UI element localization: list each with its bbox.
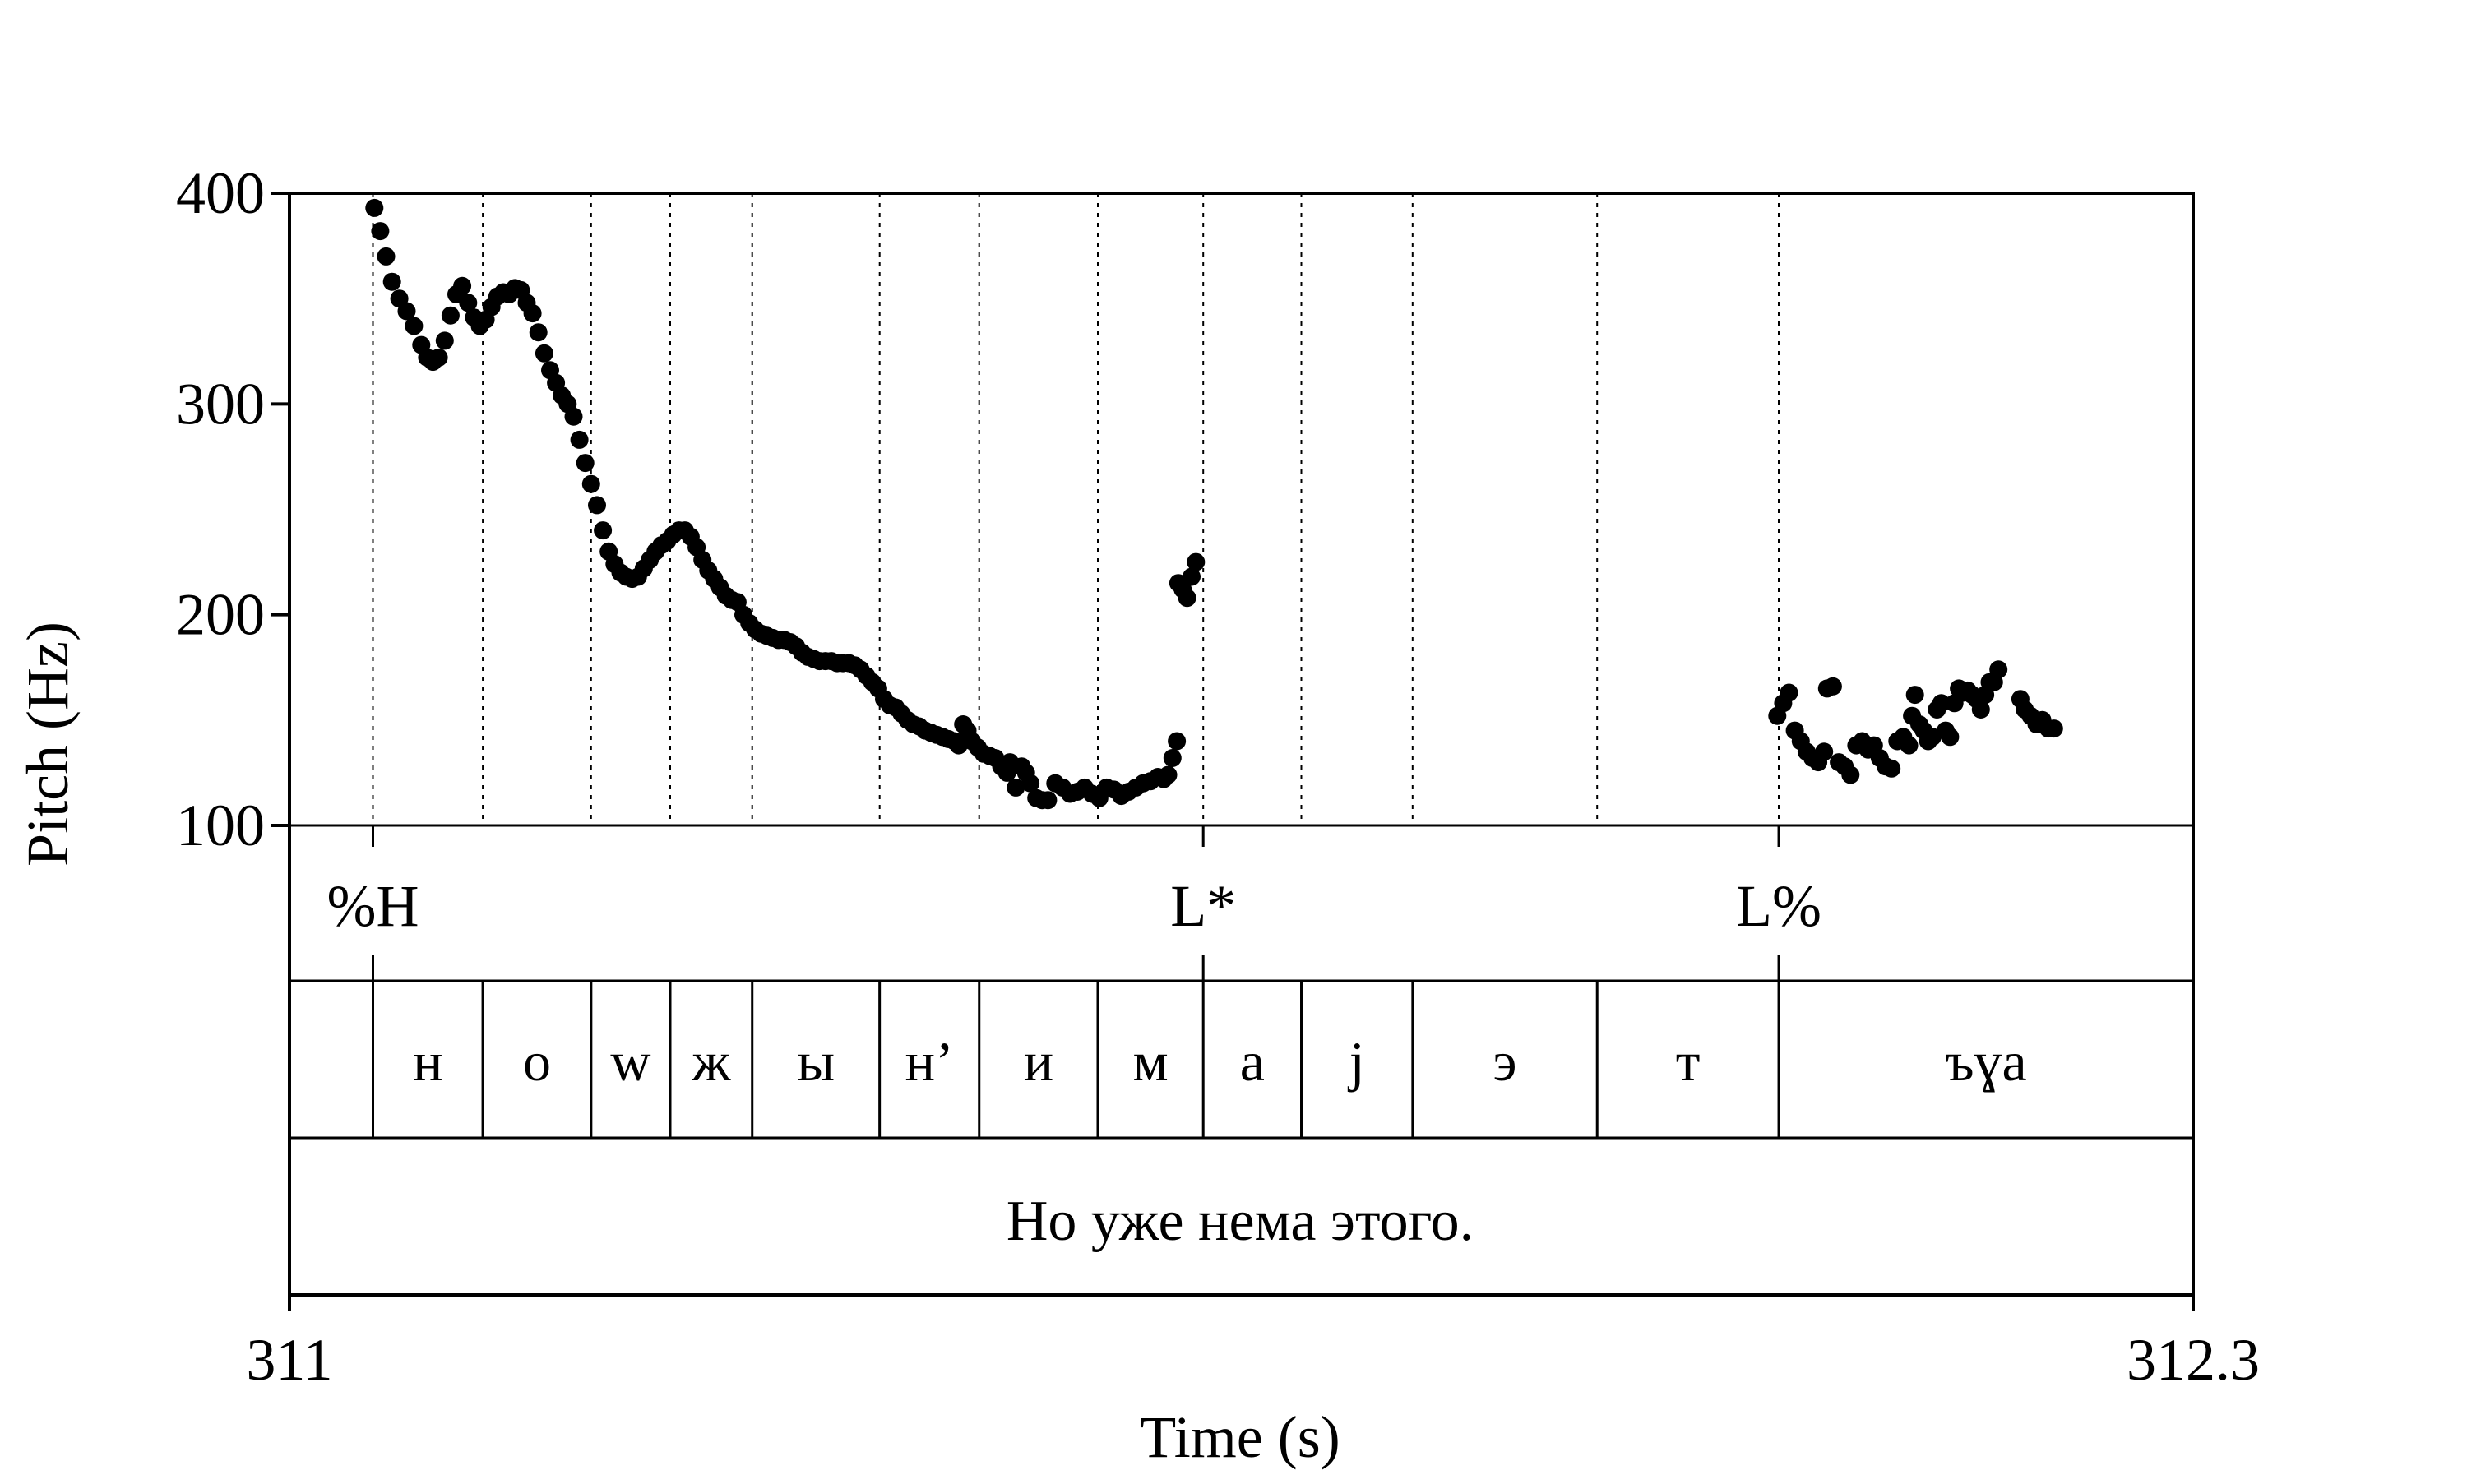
pitch-point bbox=[1159, 765, 1178, 784]
pitch-point bbox=[1841, 765, 1860, 784]
boundary-lines bbox=[372, 193, 1780, 825]
pitch-point bbox=[1823, 677, 1842, 696]
pitch-point bbox=[1007, 778, 1025, 797]
pitch-point bbox=[1941, 728, 1960, 747]
pitch-point bbox=[371, 222, 390, 241]
plot-frame bbox=[288, 192, 2195, 1297]
segment-label: j bbox=[1348, 1030, 1365, 1093]
pitch-point bbox=[2044, 719, 2063, 738]
pitch-point bbox=[564, 407, 583, 426]
segment-label: о bbox=[523, 1030, 551, 1093]
pitch-point bbox=[570, 430, 589, 449]
pitch-point bbox=[576, 454, 595, 473]
pitch-point bbox=[1989, 660, 2008, 679]
pitch-point bbox=[1780, 683, 1798, 702]
pitch-point bbox=[523, 304, 542, 323]
pitch-point bbox=[535, 344, 553, 363]
segment-label: т bbox=[1676, 1030, 1701, 1093]
tone-label: %H bbox=[327, 873, 419, 939]
segment-label: м bbox=[1133, 1030, 1169, 1093]
y-tick-label: 300 bbox=[176, 371, 265, 437]
pitch-point bbox=[441, 306, 460, 325]
tone-tier: %H L* L% bbox=[327, 825, 1821, 981]
pitch-point bbox=[1178, 589, 1196, 608]
segment-label: э bbox=[1493, 1030, 1516, 1093]
pitch-points bbox=[365, 198, 2063, 810]
pitch-point bbox=[1905, 686, 1924, 705]
pitch-point bbox=[594, 521, 613, 540]
plot-border bbox=[288, 192, 2195, 1297]
pitch-point bbox=[588, 496, 606, 515]
segment-label: w bbox=[610, 1030, 650, 1093]
pitch-point bbox=[377, 247, 396, 266]
pitch-point bbox=[581, 474, 600, 493]
pitch-point bbox=[459, 294, 478, 312]
segment-label: а bbox=[1240, 1030, 1265, 1093]
pitch-point bbox=[429, 348, 448, 367]
pitch-point bbox=[1932, 694, 1951, 713]
pitch-point bbox=[382, 272, 401, 291]
pitch-point bbox=[453, 276, 472, 295]
pitch-point bbox=[1021, 774, 1040, 793]
x-axis-label: Time (s) bbox=[1140, 1404, 1340, 1470]
pitch-point bbox=[365, 198, 384, 217]
tone-label: L% bbox=[1736, 873, 1821, 939]
pitch-point bbox=[1882, 759, 1901, 778]
pitch-point bbox=[405, 317, 424, 335]
sentence-text: Но уже нема этого. bbox=[1007, 1190, 1474, 1253]
y-tick-label: 400 bbox=[176, 160, 265, 226]
tone-label: L* bbox=[1170, 873, 1236, 939]
x-tick-label-start: 311 bbox=[246, 1327, 332, 1393]
segment-label: н bbox=[413, 1030, 442, 1093]
y-tick-label: 100 bbox=[176, 793, 265, 858]
segment-tier: н о w ж ы н’ и м а j э т ъɣа bbox=[372, 981, 2027, 1138]
segment-label: и bbox=[1024, 1030, 1053, 1093]
pitch-point bbox=[397, 302, 416, 321]
pitch-point bbox=[1815, 742, 1834, 761]
x-tick-label-end: 312.3 bbox=[2127, 1327, 2260, 1393]
pitch-point bbox=[1900, 736, 1919, 755]
segment-label: ы bbox=[797, 1030, 835, 1093]
pitch-point bbox=[1971, 700, 1990, 719]
x-axis: 311 312.3 Time (s) bbox=[246, 1295, 2260, 1470]
pitch-point bbox=[1163, 749, 1182, 767]
y-tick-label: 200 bbox=[176, 582, 265, 648]
y-axis: 100 200 300 400 bbox=[176, 160, 289, 858]
segment-label: н’ bbox=[905, 1030, 954, 1093]
segment-label: ъɣа bbox=[1945, 1030, 2026, 1093]
segment-label: ж bbox=[691, 1030, 731, 1093]
pitch-point bbox=[1039, 791, 1058, 810]
pitch-point bbox=[1183, 567, 1201, 586]
pitch-point bbox=[435, 331, 454, 350]
pitch-point bbox=[1187, 552, 1206, 571]
pitch-point bbox=[529, 323, 548, 342]
y-axis-label: Pitch (Hz) bbox=[15, 622, 81, 867]
pitch-point bbox=[1168, 732, 1187, 751]
